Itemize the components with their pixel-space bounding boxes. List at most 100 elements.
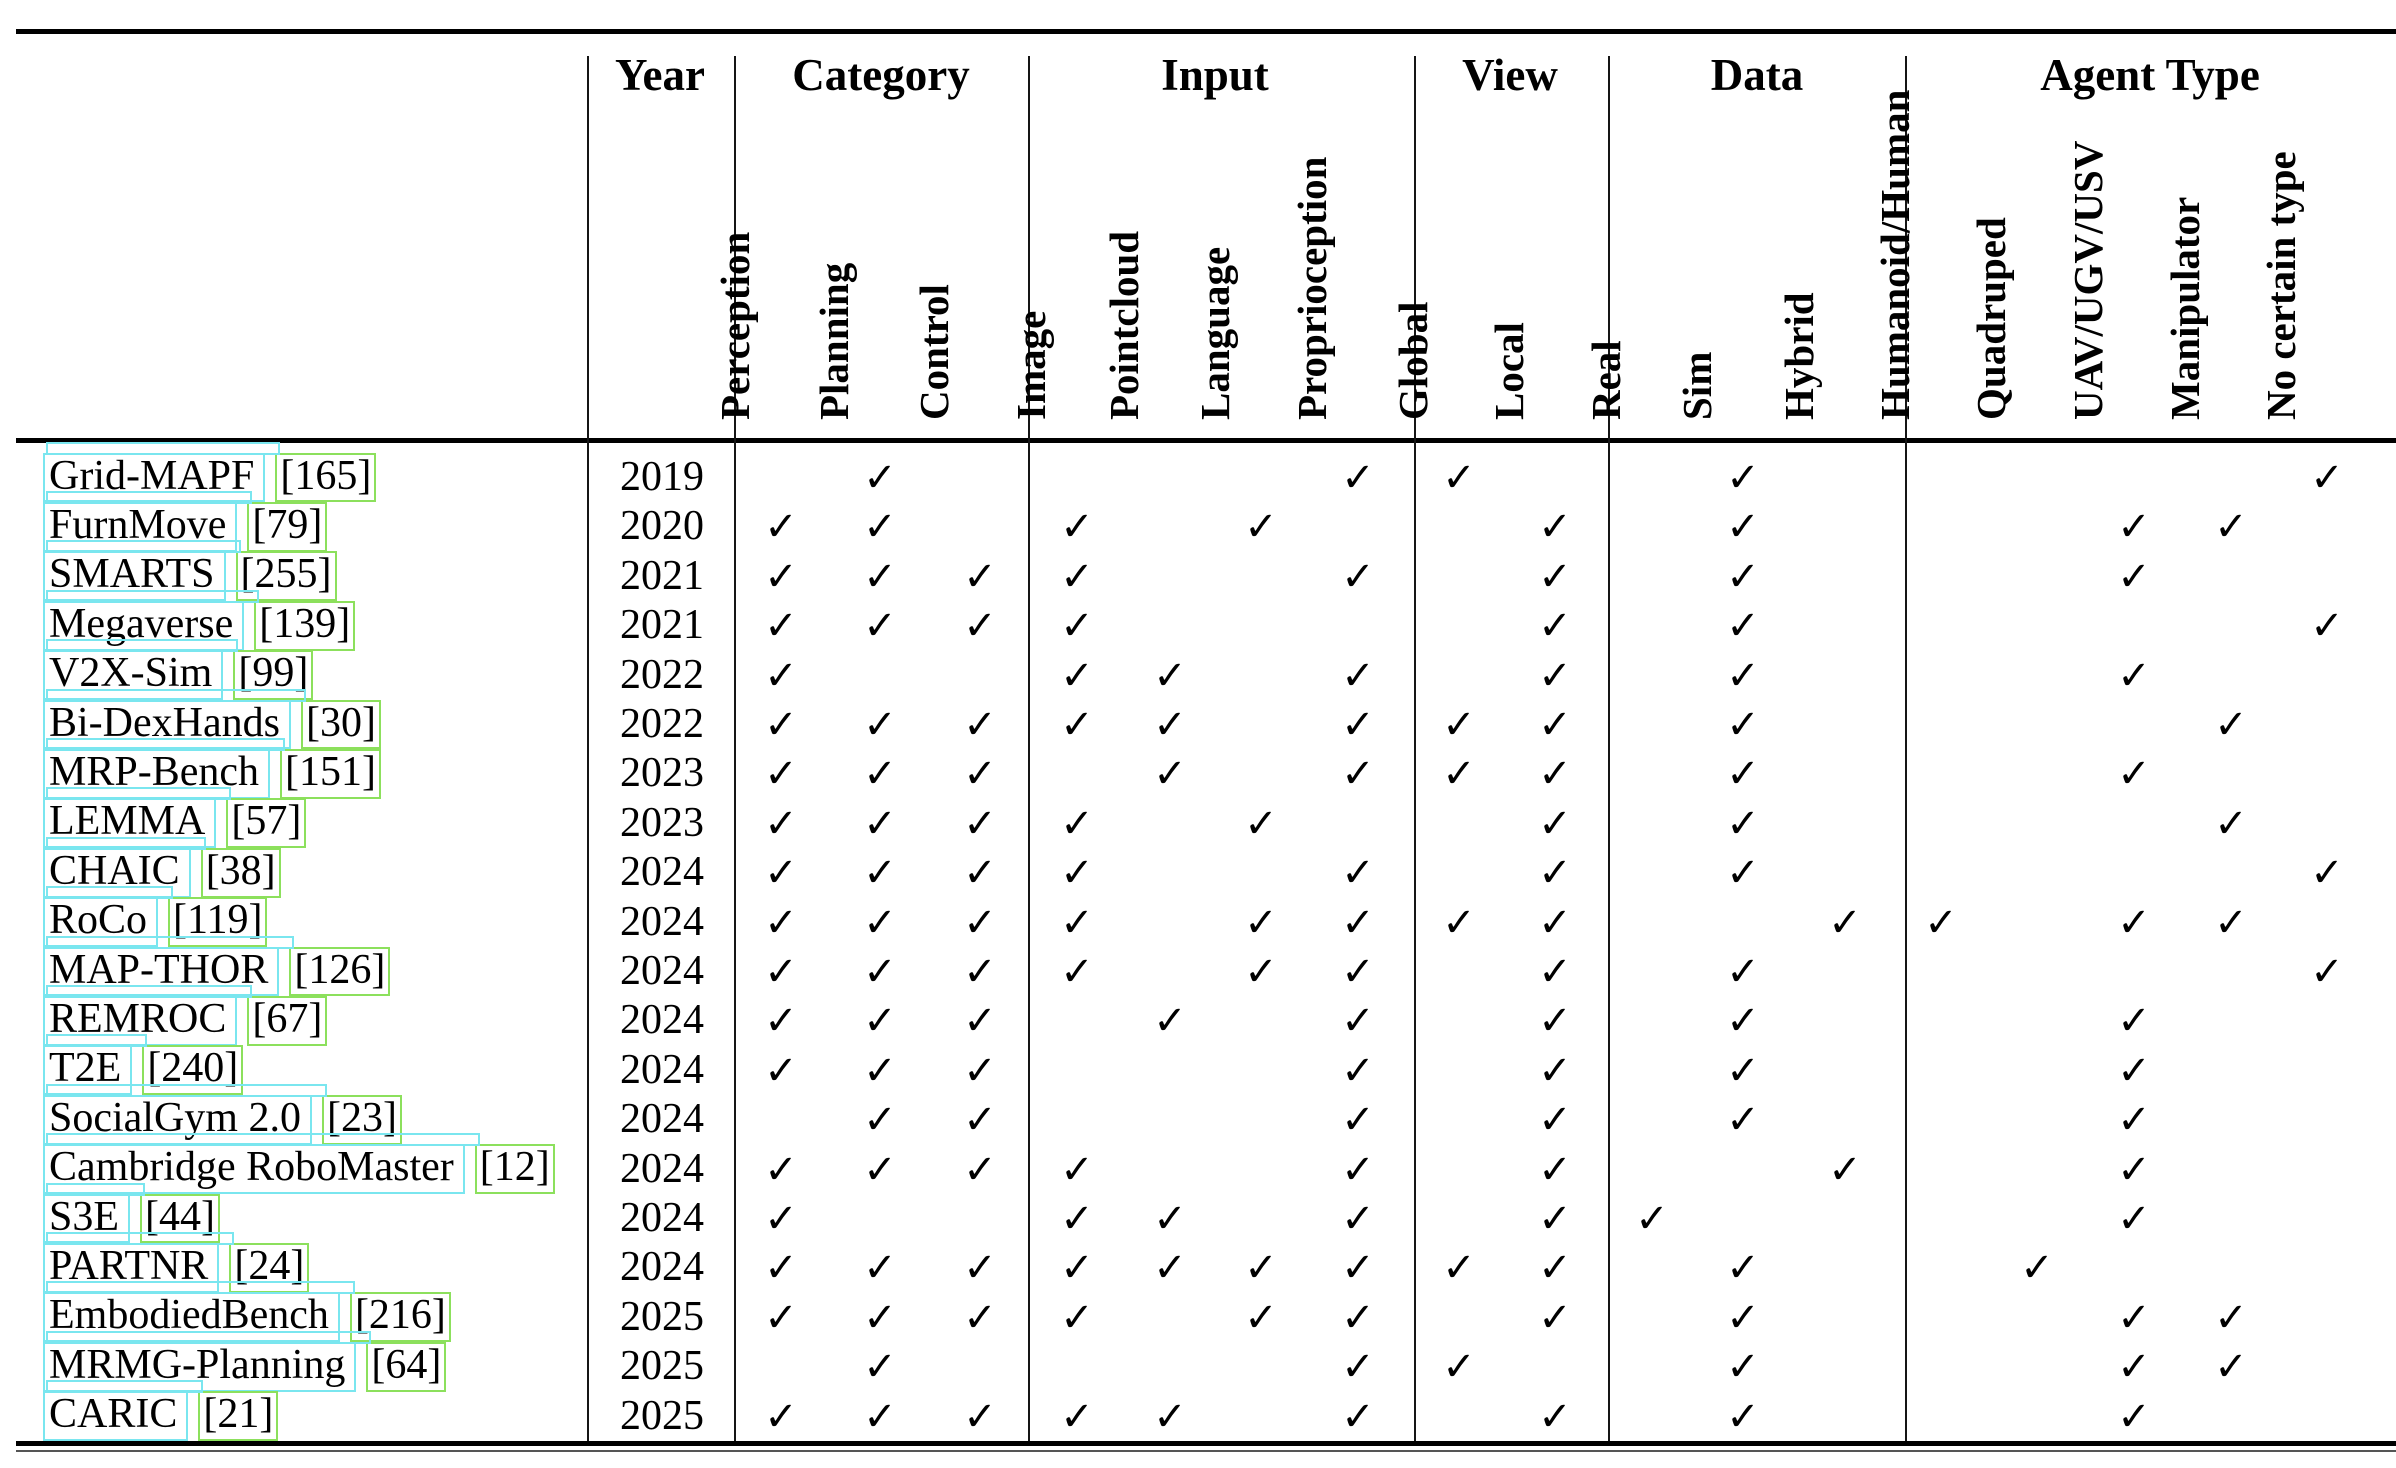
check-icon: ✓ [1726, 998, 1760, 1045]
citation-link[interactable]: [216] [349, 1292, 451, 1343]
column-label-perception: Perception [712, 231, 758, 420]
check-icon: ✓ [1060, 652, 1094, 699]
check-icon: ✓ [2117, 553, 2151, 600]
citation-link[interactable]: [151] [280, 748, 381, 799]
citation-link[interactable]: [126] [289, 946, 391, 997]
check-icon: ✓ [863, 702, 897, 748]
citation-link[interactable]: [21] [198, 1391, 279, 1442]
check-icon: ✓ [1244, 1294, 1278, 1341]
year-cell: 2025 [620, 1343, 704, 1390]
check-icon: ✓ [764, 800, 798, 847]
check-icon: ✓ [2020, 1245, 2054, 1292]
row-label: EmbodiedBench [216] [43, 1281, 451, 1343]
citation-link[interactable]: [67] [247, 995, 328, 1046]
check-icon: ✓ [1538, 751, 1572, 798]
column-label-quadruped: Quadruped [1968, 217, 2014, 420]
citation-link[interactable]: [24] [229, 1242, 310, 1293]
citation-link[interactable]: [12] [474, 1144, 555, 1195]
check-icon: ✓ [1153, 1245, 1187, 1292]
year-cell: 2020 [620, 503, 704, 550]
check-icon: ✓ [764, 603, 798, 650]
check-icon: ✓ [1726, 504, 1760, 551]
table-row: FurnMove [79] 2020 ✓ ✓ ✓ ✓ ✓ ✓ ✓ ✓ [0, 491, 2396, 552]
benchmark-name: Megaverse [43, 589, 260, 651]
citation-link[interactable]: [240] [142, 1045, 244, 1096]
row-label: FurnMove [79] [43, 491, 328, 552]
table-bottom-rule-thin [16, 1450, 2396, 1452]
table-row: MAP-THOR [126] 2024 ✓ ✓ ✓ ✓ ✓ ✓ ✓ ✓ ✓ [0, 935, 2396, 997]
check-icon: ✓ [1726, 949, 1760, 995]
year-cell: 2023 [620, 799, 704, 846]
check-icon: ✓ [1924, 899, 1958, 946]
check-icon: ✓ [1341, 1245, 1375, 1292]
check-icon: ✓ [764, 702, 798, 748]
table-row: Cambridge RoboMaster [12] 2024 ✓ ✓ ✓ ✓ ✓ ✓ ✓ ✓ [0, 1133, 2396, 1195]
check-icon: ✓ [963, 702, 997, 748]
row-label: V2X-Sim [99] [43, 639, 314, 701]
column-label-sim: Sim [1674, 351, 1720, 420]
citation-link[interactable]: [38] [200, 847, 281, 898]
check-icon: ✓ [863, 1344, 897, 1391]
check-icon: ✓ [1442, 751, 1476, 798]
citation-link[interactable]: [79] [247, 501, 328, 552]
check-icon: ✓ [1442, 1245, 1476, 1292]
citation-link[interactable]: [44] [140, 1193, 220, 1244]
row-label: SocialGym 2.0 [23] [43, 1083, 402, 1145]
check-icon: ✓ [963, 1146, 997, 1193]
check-icon: ✓ [1828, 899, 1862, 946]
check-icon: ✓ [1341, 949, 1375, 995]
row-label: LEMMA [57] [43, 787, 307, 849]
table-top-rule [16, 29, 2396, 34]
row-label: REMROC [67] [43, 985, 328, 1046]
check-icon: ✓ [1341, 850, 1375, 897]
citation-link[interactable]: [57] [226, 798, 307, 849]
check-icon: ✓ [764, 850, 798, 897]
check-icon: ✓ [1060, 1146, 1094, 1193]
table-row: SocialGym 2.0 [23] 2024 ✓ ✓ ✓ ✓ ✓ ✓ [0, 1083, 2396, 1145]
column-label-control: Control [911, 284, 957, 420]
year-cell: 2024 [620, 898, 704, 945]
citation-link[interactable]: [64] [366, 1341, 447, 1392]
benchmark-name: PARTNR [43, 1232, 235, 1293]
check-icon: ✓ [863, 850, 897, 897]
check-icon: ✓ [963, 1047, 997, 1094]
check-icon: ✓ [863, 998, 897, 1045]
citation-link[interactable]: [99] [233, 650, 314, 701]
column-label-planning: Planning [811, 262, 857, 420]
check-icon: ✓ [1726, 751, 1760, 798]
year-cell: 2022 [620, 701, 704, 747]
check-icon: ✓ [2214, 899, 2248, 946]
year-cell: 2023 [620, 750, 704, 797]
citation-link[interactable]: [255] [235, 551, 337, 602]
check-icon: ✓ [863, 1294, 897, 1341]
table-row: LEMMA [57] 2023 ✓ ✓ ✓ ✓ ✓ ✓ ✓ ✓ [0, 787, 2396, 849]
benchmark-name: V2X-Sim [43, 639, 239, 701]
check-icon: ✓ [764, 899, 798, 946]
row-label: S3E [44] [43, 1182, 220, 1244]
check-icon: ✓ [1726, 1097, 1760, 1144]
check-icon: ✓ [1726, 1344, 1760, 1391]
check-icon: ✓ [2117, 504, 2151, 551]
benchmark-name: T2E [43, 1034, 148, 1096]
check-icon: ✓ [1538, 899, 1572, 946]
check-icon: ✓ [1538, 998, 1572, 1045]
column-group-label: Agent Type [2040, 50, 2260, 100]
benchmark-name: CHAIC [43, 836, 206, 898]
check-icon: ✓ [1153, 1196, 1187, 1242]
citation-link[interactable]: [30] [300, 699, 381, 750]
year-cell: 2024 [620, 1145, 704, 1192]
check-icon: ✓ [963, 1245, 997, 1292]
check-icon: ✓ [1341, 1047, 1375, 1094]
citation-link[interactable]: [23] [321, 1094, 402, 1145]
row-label: RoCo [119] [43, 886, 268, 948]
check-icon: ✓ [1726, 800, 1760, 847]
year-cell: 2019 [620, 454, 704, 500]
check-icon: ✓ [1244, 1245, 1278, 1292]
check-icon: ✓ [1538, 652, 1572, 699]
citation-link[interactable]: [119] [168, 897, 268, 948]
row-label: MAP-THOR [126] [43, 935, 391, 997]
row-label: MRMG-Planning [64] [43, 1330, 447, 1392]
citation-link[interactable]: [139] [254, 600, 356, 651]
citation-link[interactable]: [165] [275, 452, 377, 503]
check-icon: ✓ [1244, 949, 1278, 995]
